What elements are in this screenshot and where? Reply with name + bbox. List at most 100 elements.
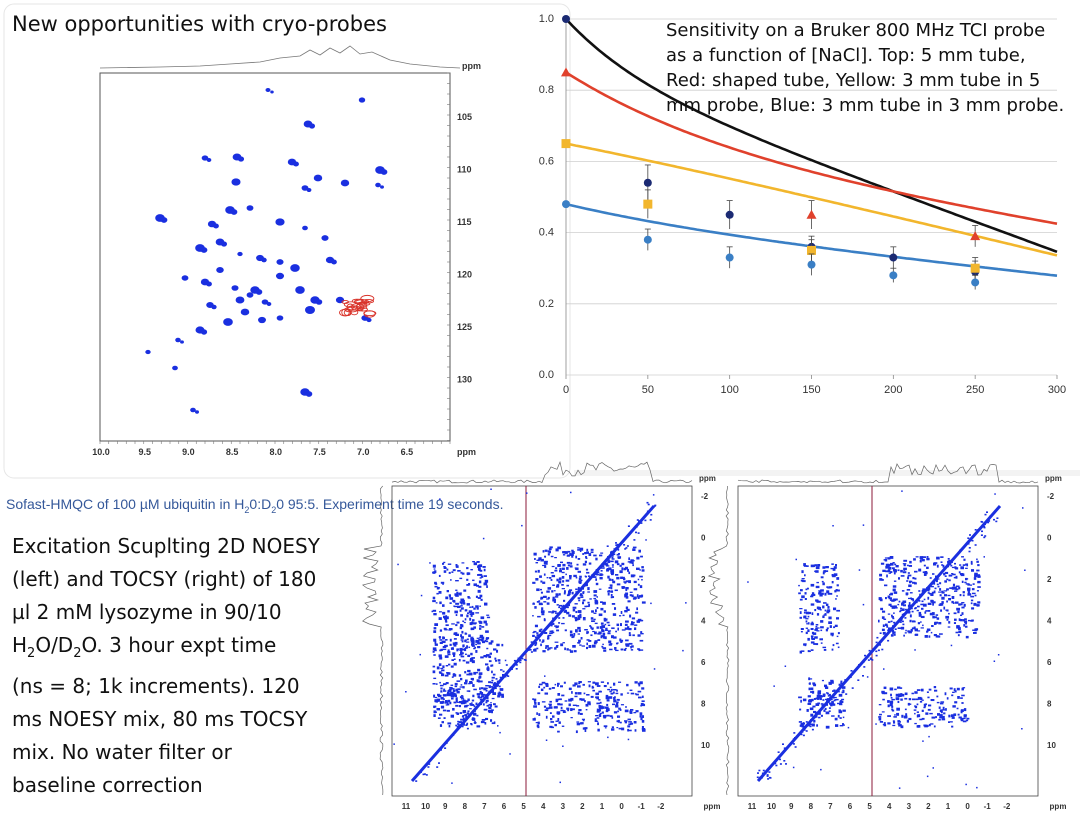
diagonal-peak [481,700,484,703]
cross-peak [629,689,633,691]
cross-peak [587,701,591,704]
cross-peak [532,698,535,701]
cross-peak [966,563,969,567]
cross-peak [895,621,898,624]
cross-peak [613,682,616,686]
diagonal-peak [809,725,812,728]
cross-peak [959,594,962,597]
cross-peak [609,690,612,693]
peak-red [350,303,364,311]
cross-peak [463,648,467,652]
cross-peak [590,548,594,551]
cross-peak [934,622,936,626]
cross-peak [587,601,590,604]
cross-peak [573,650,577,653]
cross-peak [490,681,493,684]
cross-peak [603,610,606,613]
cross-peak [823,649,827,651]
cross-peak [955,585,960,588]
cross-peak [810,641,815,644]
diagonal-peak [427,766,430,768]
cross-peak [556,578,559,582]
page-title: New opportunities with cryo-probes [12,12,387,36]
cross-peak [925,571,928,575]
cross-peak [879,713,882,716]
x-tick-label: 100 [720,384,738,396]
cross-peak [938,591,942,593]
y-tick-label: 6 [1047,658,1052,667]
cross-peak [897,620,901,623]
cross-peak [560,643,564,647]
cross-peak [604,727,607,729]
cross-peak [545,707,550,710]
cross-peak [807,695,811,698]
cross-peak [635,611,639,614]
cross-peak [961,694,965,697]
y-tick-label: -2 [1047,492,1055,501]
diagonal-peak [425,764,428,766]
cross-peak [908,597,912,600]
x-tick-label: 9 [789,802,794,811]
cross-peak [558,577,562,581]
cross-peak [916,711,920,713]
cross-peak [550,555,554,558]
cross-peak [805,613,810,615]
cross-peak [964,581,967,584]
cross-peak [832,690,835,692]
cross-peak [452,674,457,677]
diagonal-peak [515,668,518,670]
cross-peak [461,572,465,575]
sofast-y-tick-label: 105 [457,112,472,122]
diagonal-peak [833,693,835,696]
cross-peak [639,681,643,685]
cross-peak [490,719,493,722]
cross-peak [600,601,603,604]
cross-peak [607,688,611,691]
cross-peak [542,650,546,653]
cross-peak [544,565,547,568]
diagonal-peak [541,641,544,643]
cross-peak [445,624,449,627]
cross-peak [462,700,466,703]
cross-peak [446,616,449,620]
cross-peak [889,593,892,596]
cross-peak [893,633,896,636]
cross-peak [906,564,909,567]
y-tick-label: 0.2 [539,298,554,310]
cross-peak [638,648,641,652]
cross-peak [491,722,496,725]
cross-peak [460,605,463,607]
cross-peak [810,635,814,637]
cross-peak [887,613,891,615]
noise-peak [526,492,528,494]
cross-peak [940,609,943,612]
diagonal-peak [625,547,628,549]
cross-peak [439,601,442,605]
cross-peak [476,725,481,728]
cross-peak [587,702,591,705]
cross-peak [943,606,946,610]
diagonal-peak [564,609,567,612]
cross-peak [899,618,903,620]
diagonal-peak [462,715,465,717]
diagonal-peak [462,718,465,721]
cross-peak [432,650,435,653]
diagonal-peak [881,648,884,651]
cross-peak [536,601,540,603]
cross-peak [488,685,491,689]
cross-peak [464,671,467,674]
data-point [725,210,734,219]
cross-peak [559,703,563,706]
cross-peak [436,666,440,670]
cross-peak [459,701,463,704]
cross-peak [574,682,578,686]
cross-peak [456,649,459,652]
cross-peak [557,730,560,733]
cross-peak [810,595,814,598]
cross-peak [599,709,601,712]
cross-peak [597,639,601,641]
cross-peak [930,593,934,597]
cross-peak [434,643,438,646]
x-tick-label: 200 [884,384,902,396]
cross-peak [534,643,537,647]
